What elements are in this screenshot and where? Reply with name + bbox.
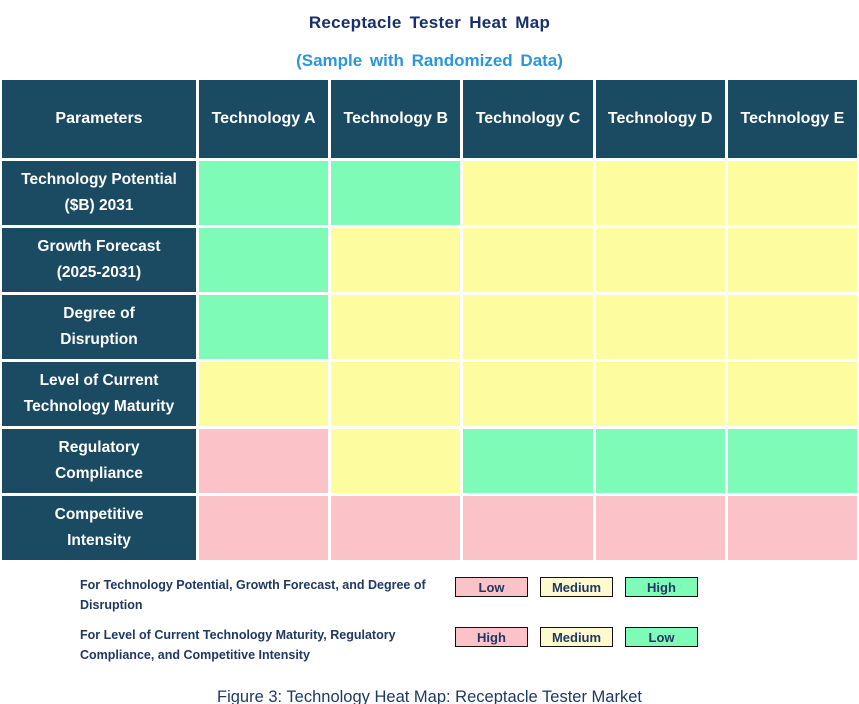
heatmap-cell bbox=[331, 496, 461, 560]
heatmap-cell bbox=[727, 295, 857, 359]
heatmap-cell bbox=[463, 429, 593, 493]
row-label-line: Degree of bbox=[63, 305, 135, 323]
heatmap-cell bbox=[199, 429, 329, 493]
header-cell-parameters: Parameters bbox=[2, 80, 196, 158]
row-label: Regulatory Compliance bbox=[2, 429, 196, 493]
heatmap-cell bbox=[199, 161, 329, 225]
row-label-line: Regulatory bbox=[58, 439, 140, 457]
legend-swatches-2: High Medium Low bbox=[455, 627, 698, 647]
heatmap-cell bbox=[199, 228, 329, 292]
legend-swatch-medium: Medium bbox=[540, 627, 613, 647]
heatmap-cell bbox=[595, 228, 725, 292]
row-label-line: (2025-2031) bbox=[56, 264, 142, 281]
heatmap-cell bbox=[595, 496, 725, 560]
heatmap-cell bbox=[463, 295, 593, 359]
figure-caption: Figure 3: Technology Heat Map: Receptacl… bbox=[217, 688, 642, 704]
legend-note-2: For Level of Current Technology Maturity… bbox=[80, 628, 396, 662]
row-label-line: Disruption bbox=[60, 331, 138, 348]
legend-swatch-high: High bbox=[455, 627, 528, 647]
legend-swatch-high: High bbox=[625, 577, 698, 597]
header-cell-technology-e: Technology E bbox=[727, 80, 857, 158]
row-label-line: Technology Potential bbox=[21, 171, 177, 189]
row-label-line: Compliance bbox=[55, 465, 143, 482]
page-subtitle: (Sample with Randomized Data) bbox=[296, 51, 563, 70]
heatmap-table: Parameters Technology A Technology B Techno… bbox=[2, 80, 857, 560]
header-cell-technology-a: Technology A bbox=[199, 80, 329, 158]
row-label: Competitive Intensity bbox=[2, 496, 196, 560]
heatmap-cell bbox=[727, 228, 857, 292]
row-label: Level of Current Technology Maturity bbox=[2, 362, 196, 426]
legend-swatches-1: Low Medium High bbox=[455, 577, 698, 597]
row-label-line: Competitive bbox=[54, 506, 144, 524]
heatmap-cell bbox=[595, 161, 725, 225]
heatmap-cell bbox=[463, 496, 593, 560]
legend-row-inverted-scale: For Level of Current Technology Maturity… bbox=[80, 625, 859, 665]
heatmap-cell bbox=[199, 362, 329, 426]
row-label-line: Level of Current bbox=[39, 372, 159, 390]
header-cell-technology-d: Technology D bbox=[595, 80, 725, 158]
heatmap-cell bbox=[595, 295, 725, 359]
header-cell-technology-b: Technology B bbox=[331, 80, 461, 158]
legend-swatch-low: Low bbox=[455, 577, 528, 597]
row-label-line: Intensity bbox=[67, 532, 131, 549]
heatmap-cell bbox=[331, 295, 461, 359]
legend-row-positive-scale: For Technology Potential, Growth Forecas… bbox=[80, 575, 859, 615]
legend-note-1: For Technology Potential, Growth Forecas… bbox=[80, 578, 426, 612]
legend-swatch-low: Low bbox=[625, 627, 698, 647]
heatmap-cell bbox=[331, 429, 461, 493]
row-label-line: ($B) 2031 bbox=[64, 197, 134, 214]
row-label: Degree of Disruption bbox=[2, 295, 196, 359]
heatmap-cell bbox=[595, 362, 725, 426]
heatmap-cell bbox=[331, 362, 461, 426]
row-label: Technology Potential ($B) 2031 bbox=[2, 161, 196, 225]
heatmap-cell bbox=[463, 362, 593, 426]
heatmap-cell bbox=[463, 228, 593, 292]
row-label: Growth Forecast (2025-2031) bbox=[2, 228, 196, 292]
heatmap-cell bbox=[727, 362, 857, 426]
legend-swatch-medium: Medium bbox=[540, 577, 613, 597]
heatmap-cell bbox=[727, 429, 857, 493]
heatmap-cell bbox=[331, 228, 461, 292]
page-title: Receptacle Tester Heat Map bbox=[308, 13, 551, 32]
row-label-line: Technology Maturity bbox=[23, 398, 175, 415]
heatmap-cell bbox=[199, 295, 329, 359]
legend: For Technology Potential, Growth Forecas… bbox=[80, 575, 859, 665]
heatmap-cell bbox=[595, 429, 725, 493]
header-cell-technology-c: Technology C bbox=[463, 80, 593, 158]
heatmap-cell bbox=[727, 496, 857, 560]
heatmap-cell bbox=[727, 161, 857, 225]
heatmap-cell bbox=[199, 496, 329, 560]
heatmap-cell bbox=[463, 161, 593, 225]
row-label-line: Growth Forecast bbox=[37, 238, 161, 256]
heatmap-cell bbox=[331, 161, 461, 225]
